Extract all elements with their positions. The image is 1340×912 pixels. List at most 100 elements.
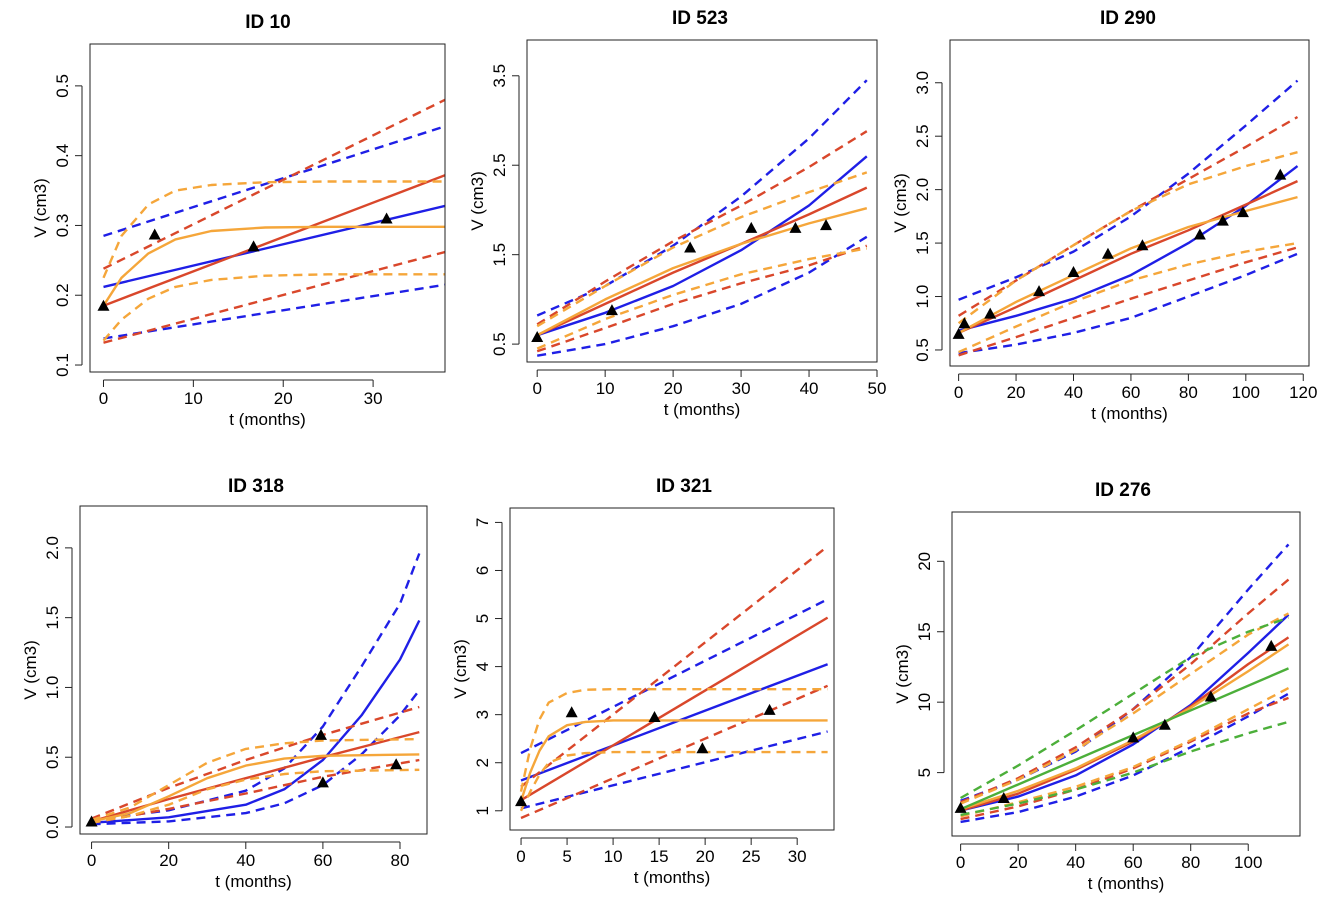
series-line-blue-dashed [960, 692, 1290, 824]
chart-panel: ID 523 0 10 20 30 40 50 t (months) 0.5 1.5 2.5 3.5 V… [468, 8, 886, 419]
y-axis-label: V (cm3) [451, 639, 470, 699]
observation-point [1067, 265, 1080, 277]
y-tick-label: 5 [915, 768, 934, 777]
x-tick-label: 50 [868, 379, 887, 398]
chart-title: ID 290 [1100, 8, 1156, 29]
y-tick-label: 20 [915, 552, 934, 571]
series-line-orange-dashed [519, 750, 828, 812]
x-tick-label: 80 [1179, 383, 1198, 402]
chart-panel: ID 276 0 20 40 60 80 100 t (months) 5 10 15 20 V (cm… [893, 480, 1301, 893]
x-tick-label: 80 [391, 851, 410, 870]
y-tick-label: 2.0 [913, 178, 932, 202]
plot-frame [526, 39, 878, 363]
plot-frame [951, 511, 1301, 837]
y-tick-label: 3.5 [490, 64, 509, 88]
observation-point [648, 711, 661, 723]
observation-point [1204, 690, 1217, 702]
observation-point [1265, 639, 1278, 651]
x-tick-label: 100 [1234, 853, 1262, 872]
x-tick-label: 80 [1181, 853, 1200, 872]
observation-point [984, 307, 997, 319]
series-line-blue-dashed [103, 283, 445, 340]
observation-point [316, 776, 329, 788]
y-axis-label: V (cm3) [893, 644, 912, 704]
x-axis-label: t (months) [229, 410, 306, 429]
series-line-green-solid [960, 667, 1289, 811]
y-tick-label: 0.5 [53, 74, 72, 98]
x-tick-label: 10 [604, 847, 623, 866]
plot-frame [509, 507, 835, 831]
series-line-blue-solid [520, 663, 829, 782]
y-tick-label: 0.5 [913, 338, 932, 362]
series-line-orange-dashed [91, 737, 420, 822]
observation-point [954, 801, 967, 813]
plot-frame [949, 39, 1310, 367]
series-group [102, 98, 445, 344]
observation-point [390, 758, 403, 770]
x-axis-label: t (months) [1091, 404, 1168, 423]
observation-point [565, 706, 578, 718]
chart-panel: ID 321 0 5 10 15 20 25 30 t (months) 1 2 3 4 5 6 7 V (cm… [451, 476, 835, 887]
observation-point [85, 815, 98, 827]
y-tick-label: 0.5 [490, 332, 509, 356]
series-line-blue-dashed [960, 543, 1290, 802]
series-group [957, 79, 1299, 357]
x-tick-label: 0 [954, 383, 963, 402]
series-line-red-dashed [520, 545, 829, 788]
y-axis-label: V (cm3) [21, 640, 40, 700]
x-tick-label: 10 [596, 379, 615, 398]
chart-title: ID 276 [1095, 480, 1151, 501]
series-line-orange-dashed [957, 151, 1298, 325]
series-line-orange-dashed [958, 241, 1298, 354]
observation-point [515, 795, 528, 807]
x-tick-label: 5 [562, 847, 571, 866]
y-tick-label: 1.0 [43, 676, 62, 700]
x-axis-label: t (months) [634, 868, 711, 887]
y-axis-label: V (cm3) [468, 171, 487, 231]
x-axis-label: t (months) [215, 872, 292, 891]
series-group [536, 79, 868, 357]
x-tick-label: 100 [1232, 383, 1260, 402]
series-line-orange-dashed [91, 768, 420, 824]
observation-point [1127, 731, 1140, 743]
x-tick-label: 40 [236, 851, 255, 870]
plot-frame [89, 43, 446, 373]
observation-point [605, 304, 618, 316]
x-tick-label: 0 [99, 389, 108, 408]
observation-point [696, 742, 709, 754]
observation-point [314, 728, 327, 740]
chart-panel: ID 318 0 20 40 60 80 t (months) 0.0 0.5 1.0 1.5 2.0… [21, 476, 428, 891]
observation-point [745, 221, 758, 233]
series-line-red-dashed [957, 115, 1299, 317]
observation-point [1033, 285, 1046, 297]
observation-point [380, 212, 393, 224]
x-tick-label: 20 [664, 379, 683, 398]
y-axis-label: V (cm3) [891, 173, 910, 233]
observation-point [1101, 247, 1114, 259]
series-line-red-dashed [960, 696, 1289, 821]
observation-point [1136, 239, 1149, 251]
x-tick-label: 40 [1064, 383, 1083, 402]
y-tick-label: 0.0 [43, 815, 62, 839]
y-tick-label: 1.0 [913, 285, 932, 309]
y-tick-label: 6 [473, 566, 492, 575]
series-line-red-dashed [958, 246, 1298, 357]
y-tick-label: 1.5 [490, 243, 509, 267]
series-line-green-dashed [960, 720, 1289, 817]
x-tick-label: 20 [1009, 853, 1028, 872]
series-line-orange-dashed [536, 247, 868, 350]
observation-point [958, 317, 971, 329]
observation-point [247, 240, 260, 252]
observation-point [820, 219, 833, 231]
series-line-orange-dashed [519, 688, 828, 792]
series-line-orange-dashed [960, 687, 1290, 818]
series-line-red-dashed [960, 578, 1290, 804]
x-tick-label: 60 [1124, 853, 1143, 872]
x-tick-label: 20 [274, 389, 293, 408]
x-tick-label: 30 [732, 379, 751, 398]
observation-point [684, 241, 697, 253]
observation-point [1158, 718, 1171, 730]
x-tick-label: 0 [532, 379, 541, 398]
series-line-blue-dashed [520, 598, 829, 755]
y-tick-label: 15 [915, 622, 934, 641]
